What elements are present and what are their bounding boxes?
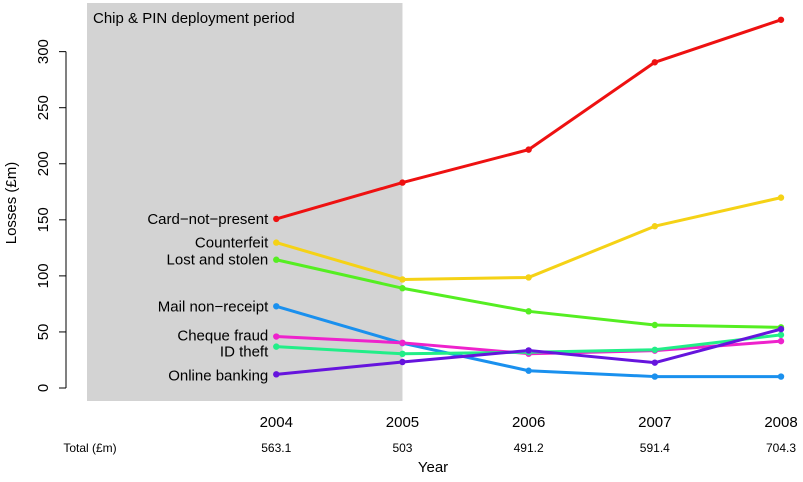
totals-row-label: Total (£m) <box>63 441 116 455</box>
series-label-mail-non-receipt: Mail non−receipt <box>158 298 269 315</box>
total-value: 491.2 <box>514 441 544 455</box>
x-tick-label: 2007 <box>638 414 671 431</box>
data-point-mail-non-receipt-2008 <box>777 373 785 380</box>
data-point-online-banking-2005 <box>399 358 406 366</box>
data-point-id-theft-2005 <box>399 350 406 358</box>
data-point-lost-and-stolen-2005 <box>399 285 406 292</box>
data-point-card-not-present-2004 <box>273 215 280 223</box>
data-point-counterfeit-2007 <box>651 223 659 230</box>
total-value: 503 <box>392 441 412 455</box>
data-point-cheque-fraud-2008 <box>777 337 785 345</box>
data-point-counterfeit-2006 <box>525 274 532 281</box>
total-value: 591.4 <box>640 441 670 455</box>
chip-pin-shaded-region <box>87 3 403 401</box>
data-point-mail-non-receipt-2004 <box>273 303 280 310</box>
data-point-online-banking-2006 <box>525 347 532 354</box>
data-point-cheque-fraud-2005 <box>399 339 406 347</box>
data-point-id-theft-2004 <box>273 343 280 350</box>
series-label-card-not-present: Card−not−present <box>147 211 269 228</box>
data-point-online-banking-2007 <box>651 359 659 366</box>
data-point-lost-and-stolen-2004 <box>273 256 280 263</box>
total-value: 704.3 <box>766 441 796 455</box>
data-point-online-banking-2004 <box>273 371 280 378</box>
y-tick-label: 150 <box>35 207 52 232</box>
y-axis-ticks: 0 50 100 150 200 250 300 <box>35 39 66 392</box>
series-label-cheque-fraud: Cheque fraud <box>177 328 268 345</box>
y-tick-label: 100 <box>35 263 52 288</box>
x-axis-title: Year <box>418 459 448 476</box>
data-point-id-theft-2008 <box>777 331 785 339</box>
data-point-cheque-fraud-2004 <box>273 333 280 340</box>
x-axis-ticks: 2004 2005 2006 2007 2008 <box>260 414 798 431</box>
y-tick-label: 50 <box>35 324 52 341</box>
y-tick-label: 250 <box>35 95 52 120</box>
data-point-mail-non-receipt-2007 <box>651 373 659 380</box>
data-point-card-not-present-2005 <box>399 179 406 186</box>
series-label-online-banking: Online banking <box>168 367 268 384</box>
y-axis-title: Losses (£m) <box>3 162 20 245</box>
series-label-lost-and-stolen: Lost and stolen <box>167 252 269 269</box>
data-point-lost-and-stolen-2007 <box>651 321 659 329</box>
data-point-counterfeit-2005 <box>399 276 406 283</box>
series-label-id-theft: ID theft <box>220 344 269 361</box>
x-tick-label: 2006 <box>512 414 545 431</box>
y-tick-label: 200 <box>35 151 52 176</box>
x-tick-label: 2004 <box>260 414 293 431</box>
total-value: 563.1 <box>261 441 291 455</box>
totals-row: 563.1 503 491.2 591.4 704.3 <box>261 441 796 455</box>
y-tick-label: 300 <box>35 39 52 64</box>
data-point-lost-and-stolen-2006 <box>525 308 532 315</box>
data-point-card-not-present-2008 <box>777 16 785 23</box>
data-point-card-not-present-2006 <box>525 146 532 153</box>
data-point-mail-non-receipt-2006 <box>525 367 532 374</box>
data-point-id-theft-2007 <box>651 346 659 353</box>
data-point-card-not-present-2007 <box>651 59 659 66</box>
series-label-counterfeit: Counterfeit <box>195 235 269 252</box>
series-points <box>273 16 785 380</box>
data-point-counterfeit-2004 <box>273 239 280 246</box>
chip-pin-region-label: Chip & PIN deployment period <box>93 10 295 27</box>
data-point-online-banking-2008 <box>777 325 785 333</box>
x-tick-label: 2005 <box>386 414 419 431</box>
y-tick-label: 0 <box>35 384 52 392</box>
data-point-counterfeit-2008 <box>777 194 785 201</box>
x-tick-label: 2008 <box>764 414 797 431</box>
